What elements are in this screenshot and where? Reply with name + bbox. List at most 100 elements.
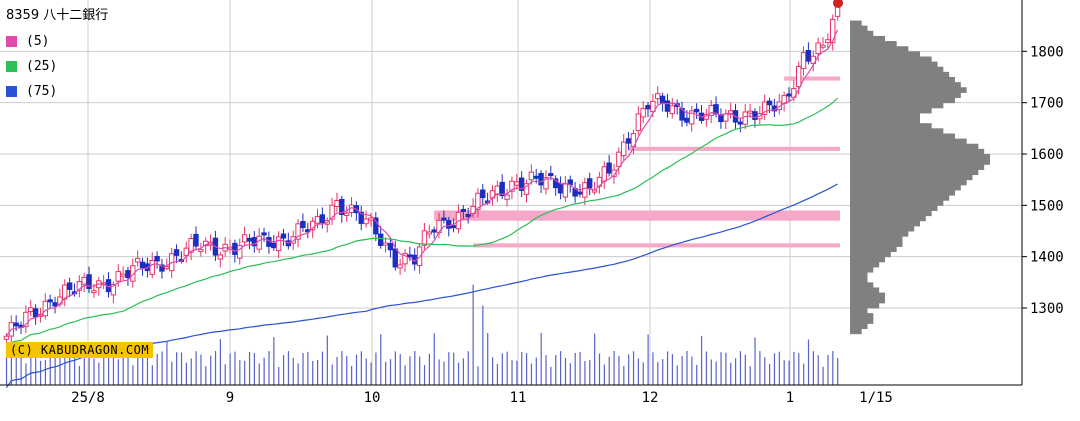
- profile-bar: [850, 148, 985, 155]
- volume-bar: [598, 353, 601, 385]
- volume-bar: [39, 360, 42, 385]
- y-tick-label: 1800: [1030, 44, 1064, 60]
- candle-body: [679, 108, 685, 121]
- volume-bar: [273, 337, 275, 385]
- volume-bar: [535, 357, 537, 385]
- volume-bar: [589, 359, 591, 385]
- volume-bar: [769, 364, 771, 385]
- volume-bar: [671, 354, 674, 385]
- candle-body: [805, 49, 812, 62]
- volume-bar: [564, 357, 567, 385]
- candle-body: [499, 181, 505, 197]
- legend-swatch-ma25: [6, 61, 17, 72]
- resistance-band: [628, 146, 840, 151]
- profile-bar: [850, 20, 862, 27]
- volume-bar: [545, 355, 547, 385]
- candles: [3, 0, 841, 348]
- volume-bar: [317, 359, 319, 385]
- volume-bar: [239, 360, 241, 385]
- volume-bar: [696, 364, 698, 385]
- profile-bar: [850, 241, 903, 247]
- profile-bar: [850, 282, 874, 288]
- candle-body: [134, 257, 141, 263]
- volume-bar: [108, 352, 110, 385]
- candle-body: [606, 162, 612, 174]
- legend-item-ma75: (75): [6, 79, 108, 104]
- volume-bar: [686, 351, 688, 385]
- profile-bar: [850, 272, 868, 278]
- volume-bar: [69, 351, 71, 385]
- candle-body: [761, 101, 768, 115]
- candle-body: [193, 233, 199, 247]
- volume-bar: [146, 356, 149, 385]
- candle-body: [241, 234, 248, 243]
- candle-body: [431, 229, 437, 233]
- candle-body: [120, 273, 126, 277]
- volume-bar: [428, 353, 430, 385]
- candle-body: [815, 42, 821, 55]
- x-tick-label: 11: [510, 390, 527, 406]
- volume-bar: [404, 365, 406, 385]
- candle-body: [237, 245, 243, 259]
- candle-body: [557, 183, 564, 194]
- candle-body: [460, 208, 467, 212]
- candle-body: [514, 181, 520, 186]
- volume-bar: [341, 351, 343, 385]
- volume-bar: [176, 352, 178, 385]
- volume-bar: [103, 352, 105, 385]
- x-tick-label: 12: [642, 390, 659, 406]
- profile-bar: [850, 46, 909, 52]
- candle-body: [280, 233, 287, 239]
- candle-body: [130, 265, 136, 282]
- candle-body: [630, 133, 637, 147]
- volume-bar: [705, 351, 708, 385]
- candle-body: [86, 274, 92, 290]
- volume-bar: [574, 352, 576, 385]
- volume-bar: [302, 352, 304, 385]
- volume-bar: [35, 351, 37, 385]
- candle-body: [655, 93, 661, 100]
- candle-body: [139, 261, 146, 269]
- volume-bar: [798, 353, 800, 385]
- volume-bar: [438, 359, 440, 385]
- profile-bar: [850, 323, 868, 330]
- volume-bar: [560, 351, 562, 385]
- candle-body: [309, 220, 316, 231]
- profile-bar: [850, 205, 938, 211]
- volume-bar: [423, 365, 426, 385]
- volume-bar: [540, 333, 542, 385]
- profile-bar: [850, 41, 897, 47]
- volume-bar: [336, 356, 338, 385]
- volume-bar: [691, 356, 693, 385]
- volume-bar: [516, 360, 518, 385]
- volume-bar: [127, 353, 129, 385]
- legend-item-ma25: (25): [6, 54, 108, 79]
- candle-body: [601, 166, 607, 182]
- y-tick-label: 1400: [1030, 250, 1064, 266]
- profile-bar: [850, 118, 920, 124]
- profile-bar: [850, 66, 944, 73]
- profile-bar: [850, 261, 880, 268]
- candle-body: [343, 212, 350, 216]
- volume-bar: [676, 365, 678, 385]
- profile-bar: [850, 200, 944, 206]
- candle-body: [446, 220, 452, 229]
- profile-bar: [850, 225, 915, 232]
- volume-bar: [555, 354, 557, 385]
- volume-bar: [448, 352, 450, 385]
- volume-bar: [326, 335, 328, 385]
- volume-bar: [224, 364, 226, 385]
- profile-bar: [850, 30, 874, 37]
- volume-bar: [292, 357, 294, 385]
- volume-bar: [632, 351, 635, 385]
- volume-bar: [700, 335, 703, 385]
- volume-bar: [778, 351, 780, 385]
- volume-bar: [30, 352, 32, 385]
- legend-label-ma75: (75): [26, 84, 58, 99]
- volume-bar: [812, 351, 814, 385]
- candle-body: [635, 113, 641, 132]
- candle-body: [480, 189, 486, 199]
- profile-bar: [850, 318, 874, 324]
- volume-bar: [282, 355, 285, 385]
